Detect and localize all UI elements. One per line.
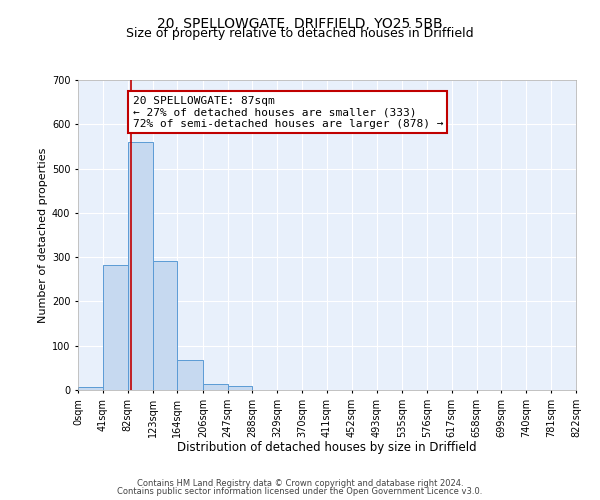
Text: Size of property relative to detached houses in Driffield: Size of property relative to detached ho… <box>126 28 474 40</box>
Bar <box>178 360 203 390</box>
Bar <box>152 260 178 390</box>
X-axis label: Distribution of detached houses by size in Driffield: Distribution of detached houses by size … <box>177 441 477 454</box>
Bar <box>227 386 253 390</box>
Y-axis label: Number of detached properties: Number of detached properties <box>38 148 47 322</box>
Bar <box>103 265 128 390</box>
Bar <box>128 142 152 390</box>
Text: Contains public sector information licensed under the Open Government Licence v3: Contains public sector information licen… <box>118 487 482 496</box>
Text: 20, SPELLOWGATE, DRIFFIELD, YO25 5BB: 20, SPELLOWGATE, DRIFFIELD, YO25 5BB <box>157 18 443 32</box>
Text: 20 SPELLOWGATE: 87sqm
← 27% of detached houses are smaller (333)
72% of semi-det: 20 SPELLOWGATE: 87sqm ← 27% of detached … <box>133 96 443 128</box>
Bar <box>78 387 103 390</box>
Bar <box>203 384 227 390</box>
Text: Contains HM Land Registry data © Crown copyright and database right 2024.: Contains HM Land Registry data © Crown c… <box>137 478 463 488</box>
